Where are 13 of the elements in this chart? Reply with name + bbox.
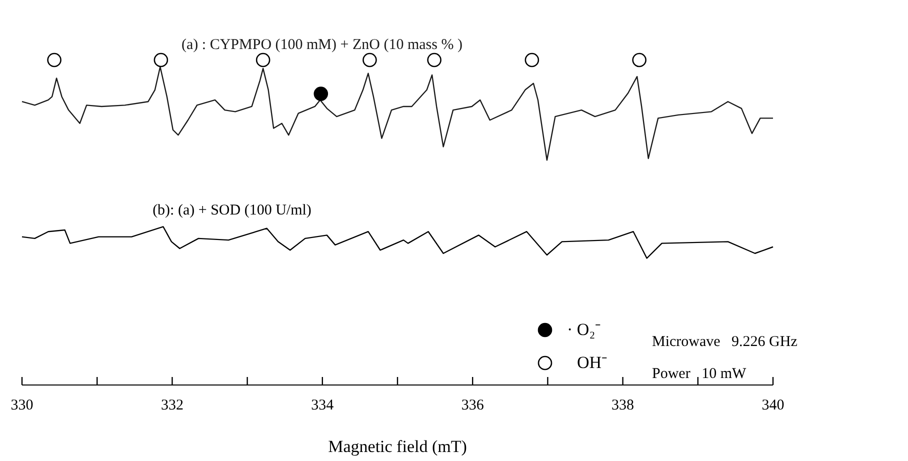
x-tick-label: 338 [612,398,634,414]
series-label: (b): (a) + SOD (100 U/ml) [152,202,312,219]
legend-label: OH⁻ [577,353,608,372]
x-tick-label: 332 [160,398,184,414]
x-tick-label: 336 [461,398,484,414]
annotation: Power 10 mW [652,366,747,382]
legend-label: · O₂⁻ [567,320,602,339]
x-axis-title: Magnetic field (mT) [328,437,467,456]
x-tick-label: 334 [311,398,334,414]
series-label: (a) : CYPMPO (100 mM) + ZnO (10 mass % ) [182,36,462,53]
x-tick-label: 330 [10,398,34,414]
annotation: Microwave 9.226 GHz [652,334,798,350]
x-tick-label: 340 [762,398,784,414]
